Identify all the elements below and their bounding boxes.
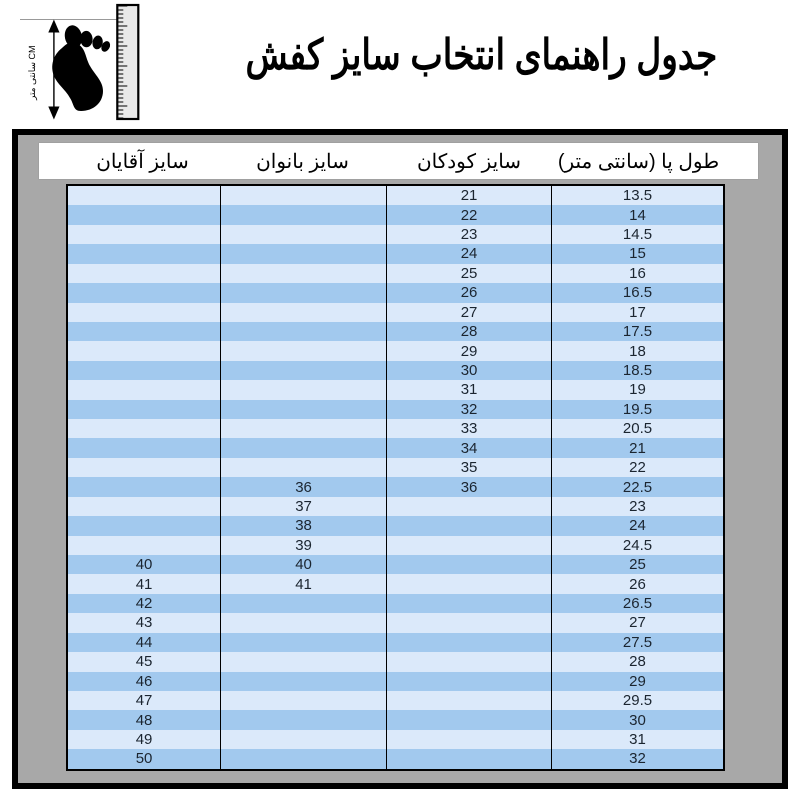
svg-text:سانتی متر CM: سانتی متر CM xyxy=(27,45,38,101)
